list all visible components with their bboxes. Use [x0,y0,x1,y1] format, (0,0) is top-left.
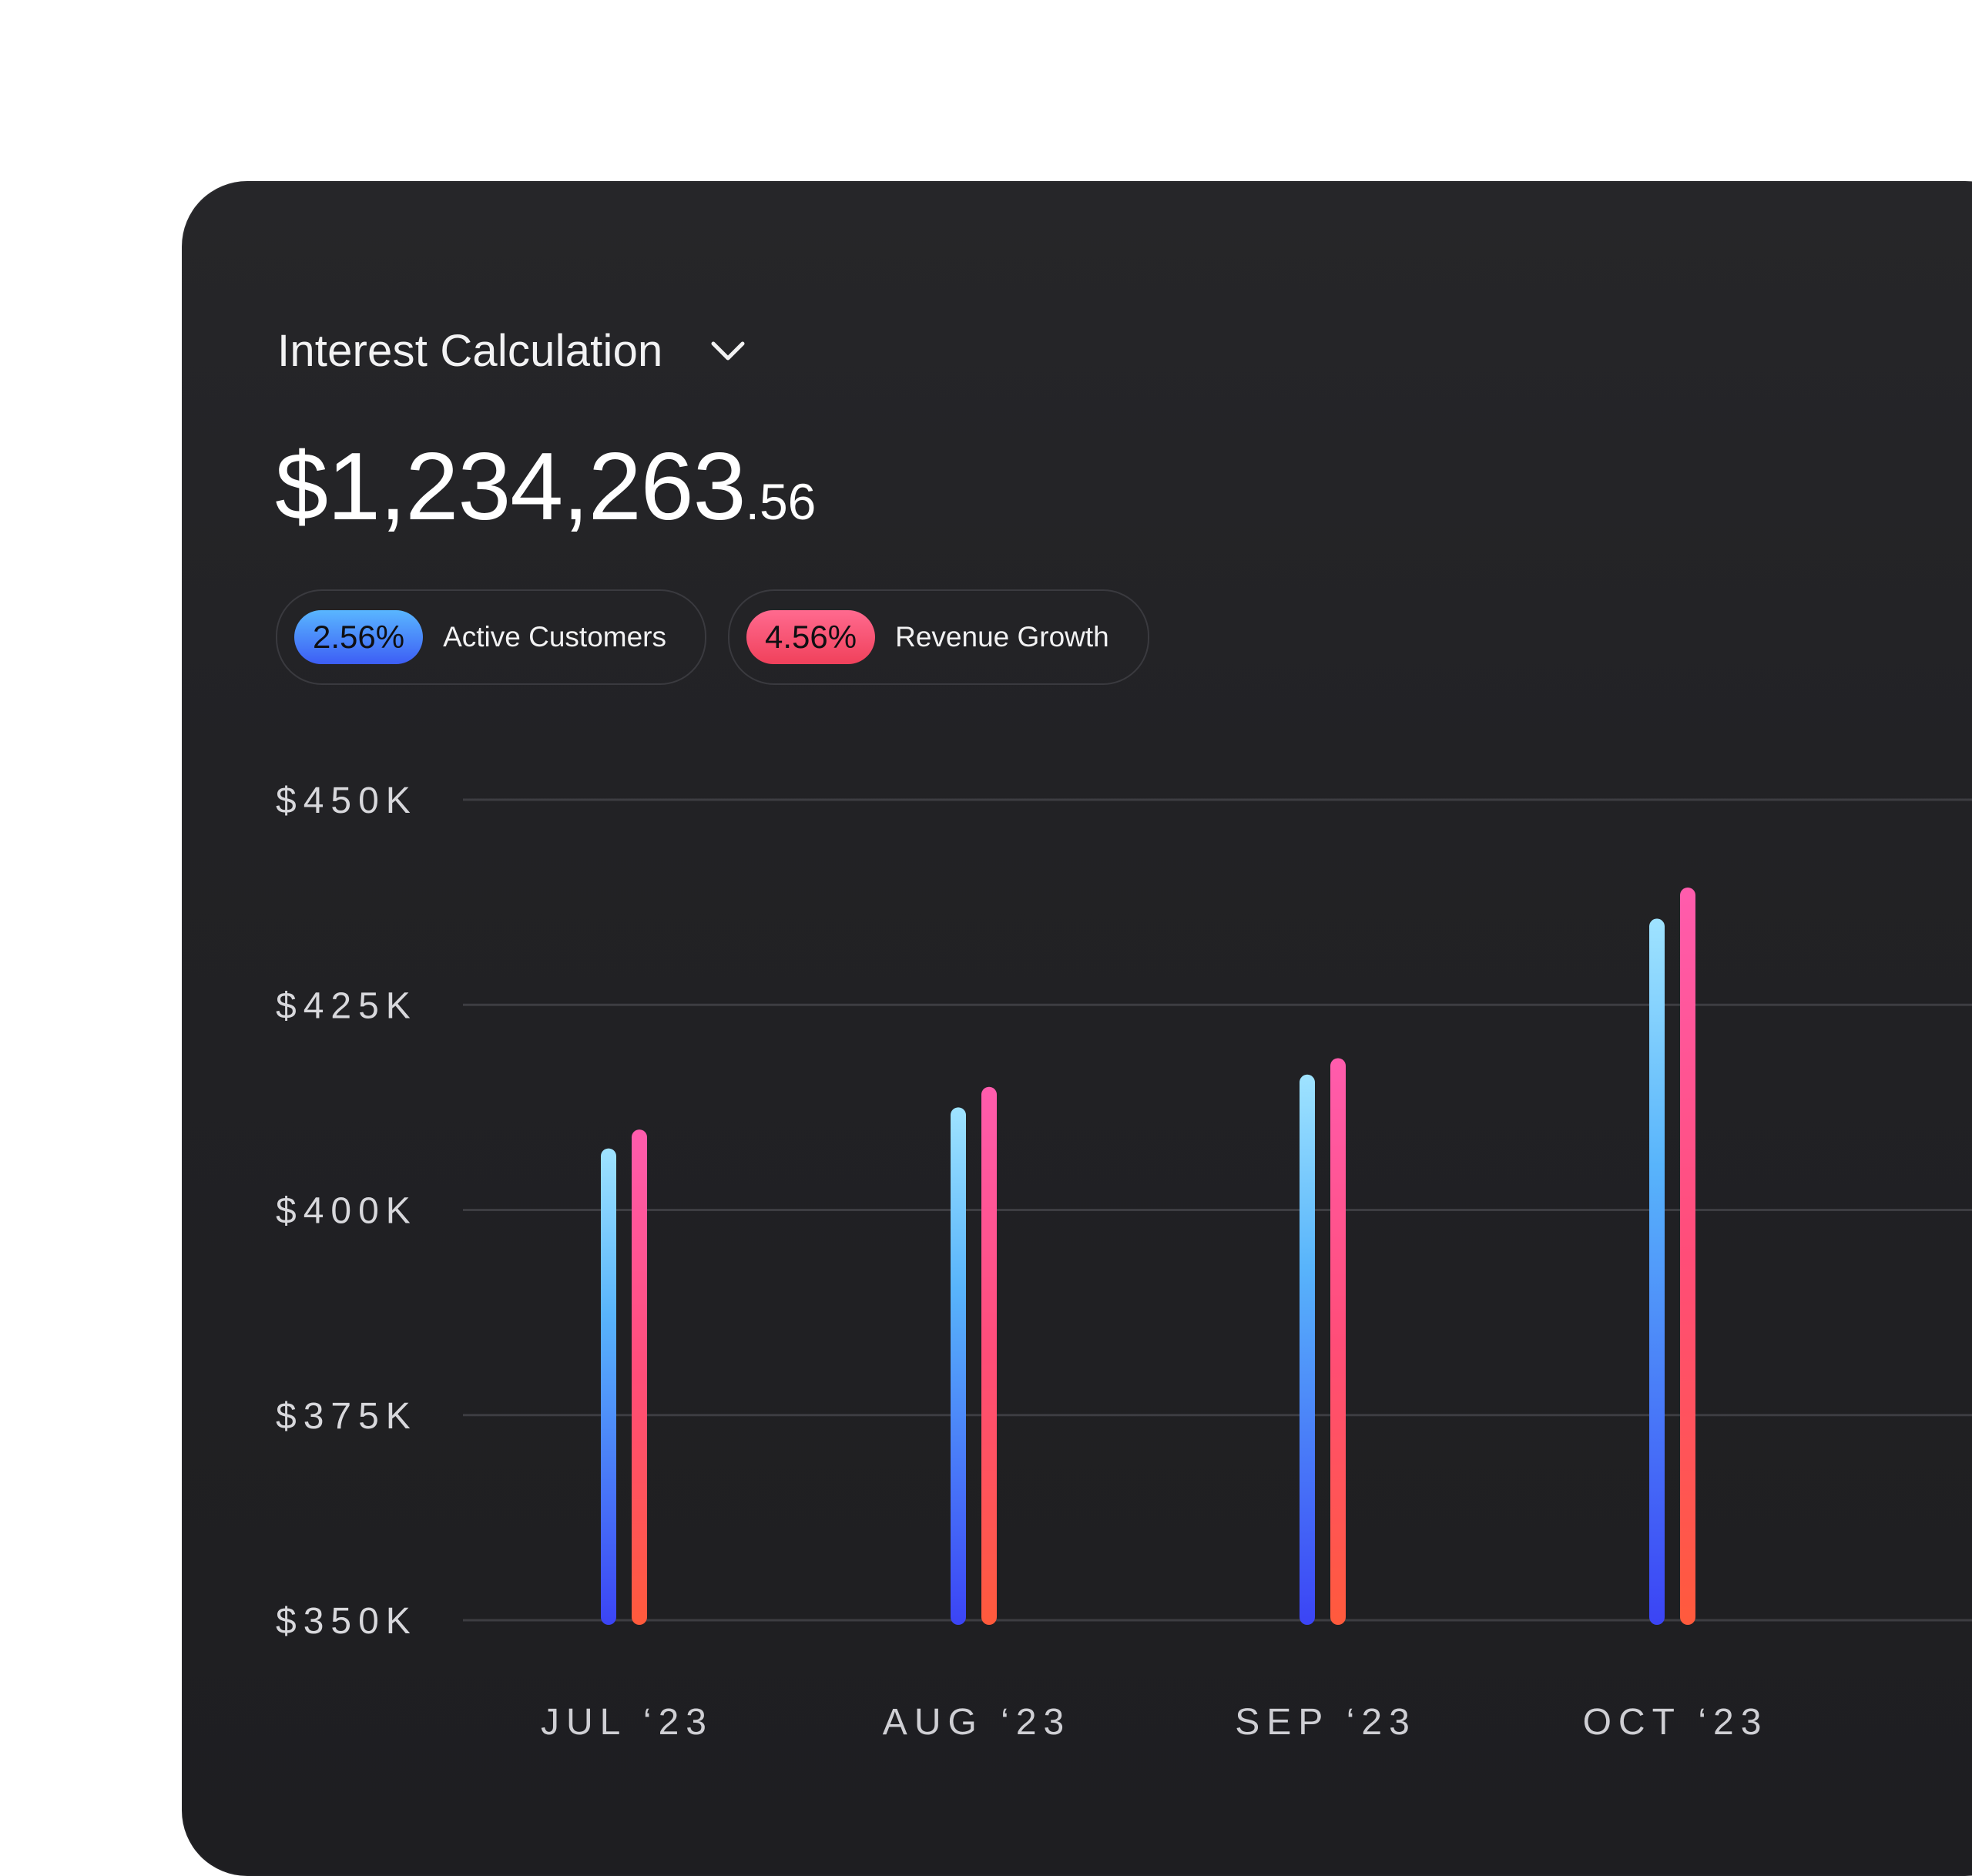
x-tick-label: JUL ‘23 [541,1702,713,1743]
y-axis-labels: $450K $425K $400K $375K $350K [276,780,418,1642]
legend: 2.56% Active Customers 4.56% Revenue Gro… [276,589,1149,685]
legend-revenue-growth[interactable]: 4.56% Revenue Growth [728,589,1149,685]
chart-card: Interest Calculation $1,234,263.56 2.56%… [182,181,1972,1876]
active-customers-label: Active Customers [443,621,667,653]
bar-chart: $450K $425K $400K $375K $350K JUL ‘23 AUG ‘23… [276,780,1972,1743]
chart-selector[interactable]: Interest Calculation [277,325,747,377]
active-customers-badge: 2.56% [294,610,424,664]
total-amount: $1,234,263.56 [275,439,816,535]
revenue-growth-label: Revenue Growth [895,621,1109,653]
bar-revenue-growth-3[interactable] [1680,887,1695,1625]
y-tick-label: $400K [276,1191,418,1232]
bar-revenue-growth-1[interactable] [981,1086,997,1625]
y-tick-label: $375K [276,1396,418,1437]
bar-revenue-growth-0[interactable] [632,1129,647,1625]
legend-active-customers[interactable]: 2.56% Active Customers [276,589,707,685]
bar-active-customers-2[interactable] [1300,1074,1315,1625]
y-tick-label: $350K [276,1601,418,1642]
bar-active-customers-1[interactable] [951,1107,966,1625]
grid-layer [463,798,1972,1622]
x-tick-label: AUG ‘23 [883,1702,1071,1743]
amount-main: $1,234,263 [275,434,746,540]
y-tick-label: $450K [276,780,418,821]
chart-title: Interest Calculation [277,326,663,376]
bar-active-customers-0[interactable] [601,1148,616,1625]
amount-cents: .56 [745,473,817,530]
bar-active-customers-3[interactable] [1649,918,1665,1625]
x-tick-label: SEP ‘23 [1235,1702,1417,1743]
chevron-down-icon[interactable] [709,332,747,371]
x-tick-label: OCT ‘23 [1583,1702,1769,1743]
bars [601,887,1695,1625]
bar-revenue-growth-2[interactable] [1330,1058,1346,1625]
revenue-growth-badge: 4.56% [746,610,876,664]
y-tick-label: $425K [276,985,418,1026]
